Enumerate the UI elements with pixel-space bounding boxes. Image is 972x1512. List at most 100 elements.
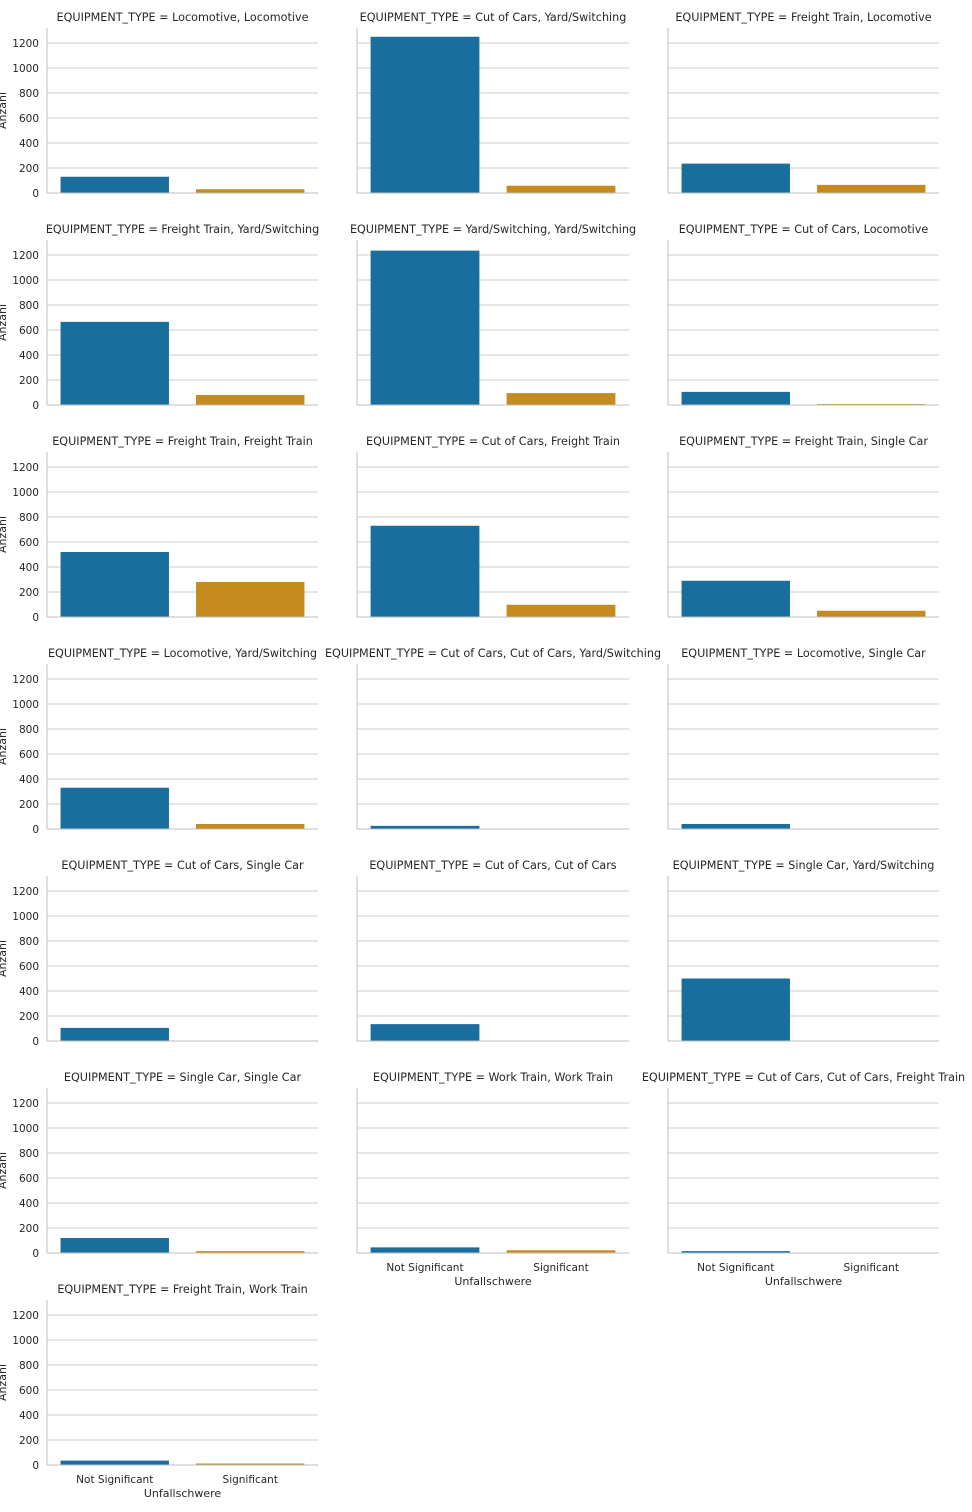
bar bbox=[681, 1251, 790, 1253]
x-axis-label: Unfallschwere bbox=[454, 1275, 532, 1288]
facet-panel: EQUIPMENT_TYPE = Cut of Cars, Locomotive bbox=[667, 223, 939, 406]
facet-title: EQUIPMENT_TYPE = Freight Train, Work Tra… bbox=[57, 1283, 307, 1296]
y-tick-label: 200 bbox=[19, 799, 39, 811]
y-tick-label: 200 bbox=[19, 587, 39, 599]
facet-panel: EQUIPMENT_TYPE = Cut of Cars, Cut of Car… bbox=[325, 647, 661, 830]
bar bbox=[196, 395, 305, 405]
facet-title: EQUIPMENT_TYPE = Cut of Cars, Cut of Car… bbox=[369, 859, 616, 872]
y-tick-label: 1200 bbox=[12, 886, 39, 898]
facet-panel: EQUIPMENT_TYPE = Freight Train, Locomoti… bbox=[667, 11, 939, 194]
y-tick-label: 800 bbox=[19, 724, 39, 736]
x-tick-label: Not Significant bbox=[697, 1262, 774, 1274]
bar bbox=[60, 321, 169, 405]
y-tick-label: 200 bbox=[19, 1011, 39, 1023]
y-tick-label: 600 bbox=[19, 961, 39, 973]
y-tick-label: 0 bbox=[32, 188, 39, 200]
facet-panel: EQUIPMENT_TYPE = Work Train, Work Train N… bbox=[356, 1071, 629, 1288]
bar bbox=[196, 582, 305, 617]
y-tick-label: 1200 bbox=[12, 250, 39, 262]
y-tick-label: 0 bbox=[32, 1248, 39, 1260]
bar bbox=[60, 1238, 169, 1253]
facet-panel: EQUIPMENT_TYPE = Freight Train, Single C… bbox=[667, 435, 939, 618]
facet-title: EQUIPMENT_TYPE = Freight Train, Single C… bbox=[679, 435, 928, 448]
bar bbox=[817, 610, 926, 617]
y-tick-label: 800 bbox=[19, 512, 39, 524]
bar bbox=[196, 189, 305, 193]
facet-title: EQUIPMENT_TYPE = Cut of Cars, Yard/Switc… bbox=[360, 11, 627, 24]
y-tick-label: 1000 bbox=[12, 487, 39, 499]
facet-title: EQUIPMENT_TYPE = Yard/Switching, Yard/Sw… bbox=[350, 223, 636, 236]
y-tick-label: 1000 bbox=[12, 911, 39, 923]
facet-panel: EQUIPMENT_TYPE = Freight Train, Work Tra… bbox=[0, 1283, 318, 1500]
y-tick-label: 600 bbox=[19, 1385, 39, 1397]
y-tick-label: 0 bbox=[32, 1036, 39, 1048]
facet-title: EQUIPMENT_TYPE = Cut of Cars, Cut of Car… bbox=[325, 647, 661, 660]
y-axis-label: Anzahl bbox=[0, 304, 9, 341]
y-tick-label: 800 bbox=[19, 300, 39, 312]
x-tick-label: Significant bbox=[223, 1474, 278, 1486]
y-tick-label: 1200 bbox=[12, 1098, 39, 1110]
facet-title: EQUIPMENT_TYPE = Single Car, Yard/Switch… bbox=[673, 859, 935, 872]
bar bbox=[506, 604, 616, 617]
facet-panel: EQUIPMENT_TYPE = Cut of Cars, Freight Tr… bbox=[356, 435, 629, 618]
y-axis-label: Anzahl bbox=[0, 516, 9, 553]
bar bbox=[681, 580, 790, 617]
bar bbox=[196, 1463, 305, 1465]
x-tick-label: Not Significant bbox=[386, 1262, 463, 1274]
facet-title: EQUIPMENT_TYPE = Cut of Cars, Single Car bbox=[61, 859, 304, 872]
bar bbox=[370, 1247, 480, 1253]
facet-panel: EQUIPMENT_TYPE = Locomotive, Single Car bbox=[667, 647, 939, 830]
bar bbox=[60, 1027, 169, 1041]
y-tick-label: 1200 bbox=[12, 38, 39, 50]
bar bbox=[681, 978, 790, 1041]
bar bbox=[370, 250, 480, 405]
y-tick-label: 1000 bbox=[12, 699, 39, 711]
facet-panel: EQUIPMENT_TYPE = Single Car, Single Car 0… bbox=[0, 1071, 318, 1260]
bar bbox=[817, 184, 926, 193]
y-tick-label: 600 bbox=[19, 113, 39, 125]
y-tick-label: 600 bbox=[19, 325, 39, 337]
y-tick-label: 1200 bbox=[12, 674, 39, 686]
y-axis-label: Anzahl bbox=[0, 92, 9, 129]
y-axis-label: Anzahl bbox=[0, 1152, 9, 1189]
x-tick-label: Not Significant bbox=[76, 1474, 153, 1486]
x-axis-label: Unfallschwere bbox=[765, 1275, 843, 1288]
y-axis-label: Anzahl bbox=[0, 1364, 9, 1401]
facet-title: EQUIPMENT_TYPE = Cut of Cars, Freight Tr… bbox=[366, 435, 620, 448]
y-tick-label: 800 bbox=[19, 936, 39, 948]
facet-title: EQUIPMENT_TYPE = Locomotive, Locomotive bbox=[57, 11, 309, 24]
y-tick-label: 200 bbox=[19, 375, 39, 387]
y-tick-label: 400 bbox=[19, 774, 39, 786]
bar bbox=[506, 185, 616, 193]
facet-title: EQUIPMENT_TYPE = Freight Train, Yard/Swi… bbox=[46, 223, 319, 236]
y-tick-label: 1000 bbox=[12, 1123, 39, 1135]
facet-panel: EQUIPMENT_TYPE = Cut of Cars, Cut of Car… bbox=[642, 1071, 965, 1288]
bar bbox=[370, 36, 480, 193]
bar bbox=[196, 824, 305, 829]
bar bbox=[681, 163, 790, 193]
bar bbox=[196, 1251, 305, 1253]
y-tick-label: 0 bbox=[32, 824, 39, 836]
y-tick-label: 1200 bbox=[12, 1310, 39, 1322]
bar bbox=[506, 1250, 616, 1253]
facet-panel: EQUIPMENT_TYPE = Locomotive, Locomotive 0… bbox=[0, 11, 318, 200]
bar bbox=[370, 525, 480, 617]
facet-panel: EQUIPMENT_TYPE = Cut of Cars, Cut of Car… bbox=[356, 859, 629, 1042]
facet-panel: EQUIPMENT_TYPE = Freight Train, Yard/Swi… bbox=[0, 223, 319, 412]
facet-title: EQUIPMENT_TYPE = Locomotive, Yard/Switch… bbox=[48, 647, 317, 660]
facet-title: EQUIPMENT_TYPE = Locomotive, Single Car bbox=[681, 647, 926, 660]
bar bbox=[681, 824, 790, 829]
facet-title: EQUIPMENT_TYPE = Work Train, Work Train bbox=[373, 1071, 613, 1084]
y-tick-label: 0 bbox=[32, 612, 39, 624]
y-tick-label: 1000 bbox=[12, 63, 39, 75]
bar bbox=[60, 552, 169, 617]
bar bbox=[370, 825, 480, 829]
x-axis-label: Unfallschwere bbox=[144, 1487, 222, 1500]
y-tick-label: 600 bbox=[19, 1173, 39, 1185]
facet-panel: EQUIPMENT_TYPE = Single Car, Yard/Switch… bbox=[667, 859, 939, 1042]
y-axis-label: Anzahl bbox=[0, 728, 9, 765]
y-tick-label: 0 bbox=[32, 400, 39, 412]
bar bbox=[60, 1460, 169, 1465]
y-tick-label: 400 bbox=[19, 1410, 39, 1422]
